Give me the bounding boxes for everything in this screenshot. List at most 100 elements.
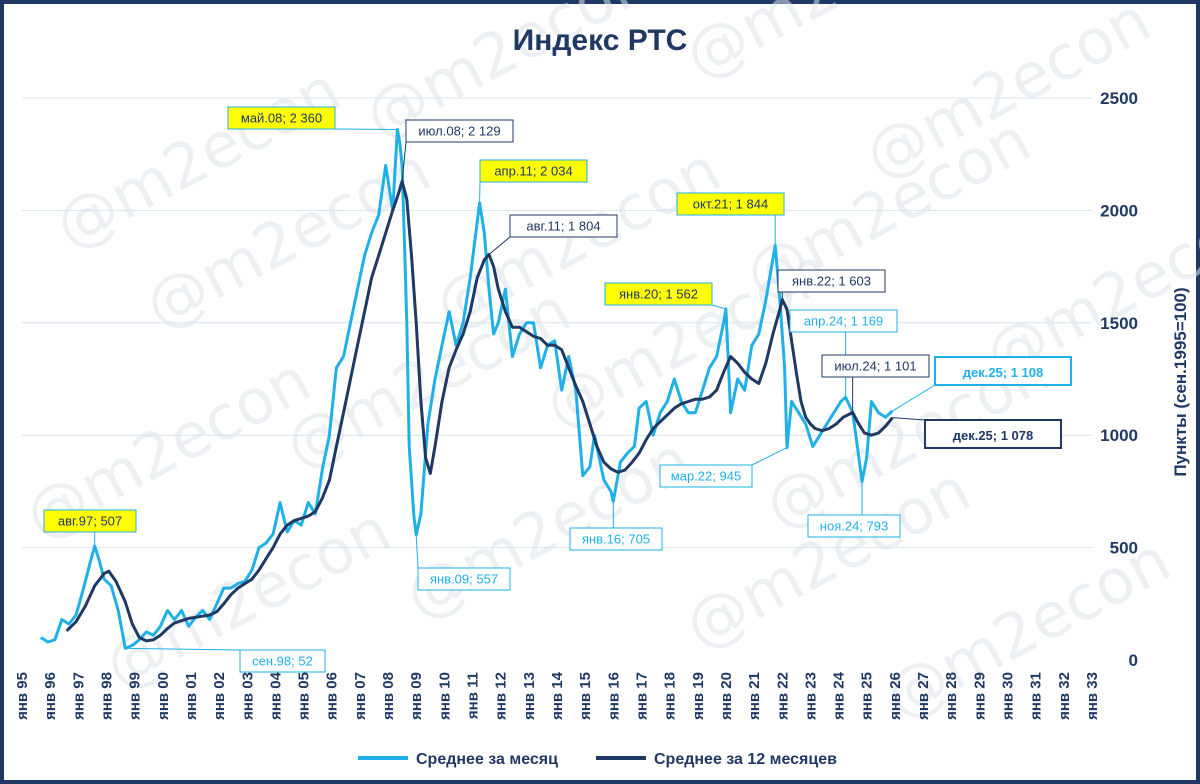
annotation-label: янв.22; 1 603 <box>792 274 871 289</box>
x-tick-label: янв 27 <box>915 672 932 720</box>
x-tick-label: янв 28 <box>943 672 960 720</box>
x-tick-label: янв 33 <box>1084 672 1101 720</box>
annotation-box <box>479 159 588 183</box>
x-tick-label: янв 18 <box>662 672 679 720</box>
x-tick-label: янв 99 <box>127 672 144 720</box>
annotation-box <box>807 514 901 538</box>
x-tick-label: янв 10 <box>436 672 453 720</box>
annotation-leader <box>711 304 727 310</box>
x-tick-label: янв 98 <box>98 672 115 720</box>
annotation-label: мар.22; 945 <box>671 469 741 484</box>
annotation-box <box>924 419 1062 449</box>
annotation-label: янв.16; 705 <box>582 532 650 547</box>
y-tick-label: 500 <box>1110 539 1138 558</box>
annotation-leader <box>892 417 926 421</box>
x-tick-label: янв 15 <box>577 672 594 720</box>
watermark-text: @m2econ <box>673 0 982 93</box>
annotation-box <box>659 464 753 488</box>
annotation-box <box>43 509 137 533</box>
x-tick-label: янв 04 <box>267 671 284 720</box>
x-tick-label: янв 97 <box>70 672 87 720</box>
annotation-leader <box>751 447 788 466</box>
x-tick-label: янв 31 <box>1028 672 1045 720</box>
legend-label-monthly: Среднее за месяц <box>416 751 558 768</box>
x-tick-label: янв 25 <box>859 672 876 720</box>
x-tick-label: янв 96 <box>42 672 59 720</box>
x-tick-label: янв 05 <box>296 672 313 720</box>
annotation-box <box>676 192 785 216</box>
y-tick-label: 1000 <box>1100 426 1138 445</box>
chart-title: Индекс РТС <box>513 24 688 57</box>
x-tick-label: янв 07 <box>352 672 369 720</box>
annotation-label: ноя.24; 793 <box>820 519 888 534</box>
annotation-box <box>789 309 898 333</box>
legend: Среднее за месяц Среднее за 12 месяцев <box>358 751 837 768</box>
x-tick-label: янв 23 <box>802 672 819 720</box>
x-tick-label: янв 19 <box>690 672 707 720</box>
y-tick-label: 0 <box>1129 651 1138 670</box>
annotation-box <box>417 567 511 591</box>
x-tick-label: янв 01 <box>183 672 200 720</box>
annotation-label: дек.25; 1 078 <box>953 428 1034 443</box>
y-axis-label: Пункты (сен.1995=100) <box>1171 287 1190 476</box>
x-tick-label: янв 02 <box>211 672 228 720</box>
x-tick-label: янв 24 <box>831 671 848 720</box>
annotation-box <box>227 106 336 130</box>
annotation-box <box>239 649 326 673</box>
annotation-box <box>821 354 930 378</box>
x-tick-label: янв 09 <box>408 672 425 720</box>
annotations-layer: авг.97; 507 сен.98; 52 май.08; 2 360 июл.08… <box>43 106 1072 673</box>
x-tick-label: янв 12 <box>493 672 510 720</box>
x-tick-label: янв 21 <box>746 672 763 720</box>
annotation-box <box>509 214 618 238</box>
x-tick-label: янв 11 <box>465 672 482 719</box>
annotation-label: июл.08; 2 129 <box>418 124 500 139</box>
x-tick-label: янв 29 <box>971 672 988 720</box>
annotation-box <box>604 282 713 306</box>
annotation-label: авг.97; 507 <box>58 514 122 529</box>
annotation-box <box>569 527 663 551</box>
annotation-leader <box>488 236 511 255</box>
series-lines <box>39 128 894 650</box>
x-tick-label: янв 14 <box>549 671 566 720</box>
x-tick-label: янв 20 <box>718 672 735 720</box>
x-tick-label: янв 13 <box>521 672 538 720</box>
annotation-label: янв.09; 557 <box>430 572 498 587</box>
y-axis-ticks: 0 500 1000 1500 2000 2500 <box>1100 89 1138 670</box>
annotation-label: июл.24; 1 101 <box>834 359 916 374</box>
x-tick-label: янв 00 <box>155 672 172 720</box>
x-tick-label: янв 22 <box>774 672 791 720</box>
annotation-label: май.08; 2 360 <box>241 111 322 126</box>
x-tick-label: янв 03 <box>239 672 256 720</box>
gridlines <box>22 97 1092 549</box>
x-axis-ticks: янв 95 янв 96 янв 97 янв 98 янв 99 янв 00 янв … <box>14 671 1101 720</box>
annotation-label: дек.25; 1 108 <box>963 365 1044 380</box>
x-tick-label: янв 32 <box>1056 672 1073 720</box>
annotation-label: янв.20; 1 562 <box>619 287 698 302</box>
annotation-box <box>934 356 1072 386</box>
x-tick-label: янв 26 <box>887 672 904 720</box>
annotation-label: сен.98; 52 <box>252 654 313 669</box>
annotation-label: окт.21; 1 844 <box>693 197 768 212</box>
y-tick-label: 2000 <box>1100 201 1138 220</box>
annotation-leader <box>125 647 241 651</box>
x-tick-label: янв 16 <box>605 672 622 720</box>
series-line-monthly <box>39 128 894 650</box>
annotation-box <box>405 119 514 143</box>
x-tick-label: янв 08 <box>380 672 397 720</box>
x-tick-label: янв 30 <box>1000 672 1017 720</box>
annotation-leader <box>892 384 936 412</box>
annotation-leader <box>415 534 419 569</box>
x-tick-label: янв 95 <box>14 672 31 720</box>
annotation-label: авг.11; 1 804 <box>526 219 600 234</box>
annotation-label: апр.24; 1 169 <box>804 314 883 329</box>
y-tick-label: 1500 <box>1100 314 1138 333</box>
series-line-avg12 <box>65 179 894 643</box>
legend-label-avg12: Среднее за 12 месяцев <box>654 751 837 768</box>
x-tick-label: янв 06 <box>324 672 341 720</box>
annotation-leader <box>401 141 407 182</box>
y-tick-label: 2500 <box>1100 89 1138 108</box>
annotation-box <box>777 269 886 293</box>
